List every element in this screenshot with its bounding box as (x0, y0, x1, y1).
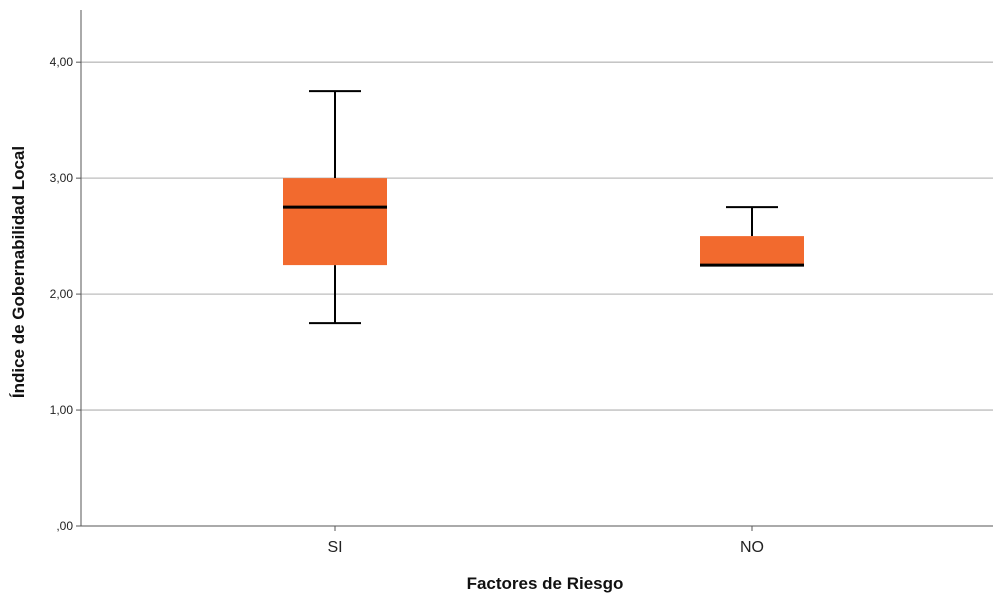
boxes (283, 90, 804, 325)
y-tick-label: 3,00 (50, 171, 74, 185)
box-si (283, 90, 387, 325)
y-tick-label: 4,00 (50, 55, 74, 69)
x-axis-title: Factores de Riesgo (467, 574, 624, 593)
iqr-box (283, 178, 387, 266)
iqr-box (700, 236, 804, 266)
grid-lines (81, 61, 993, 411)
y-tick-label: ,00 (56, 519, 73, 533)
x-tick-label: SI (327, 539, 342, 556)
y-axis-title: Índice de Gobernabilidad Local (9, 146, 28, 398)
x-tick-label: NO (740, 539, 764, 556)
x-axis-ticks: SI NO (327, 526, 764, 556)
y-tick-label: 1,00 (50, 403, 74, 417)
y-tick-label: 2,00 (50, 287, 74, 301)
box-no (700, 206, 804, 267)
y-axis-ticks: ,00 1,00 2,00 3,00 4,00 (50, 55, 81, 533)
